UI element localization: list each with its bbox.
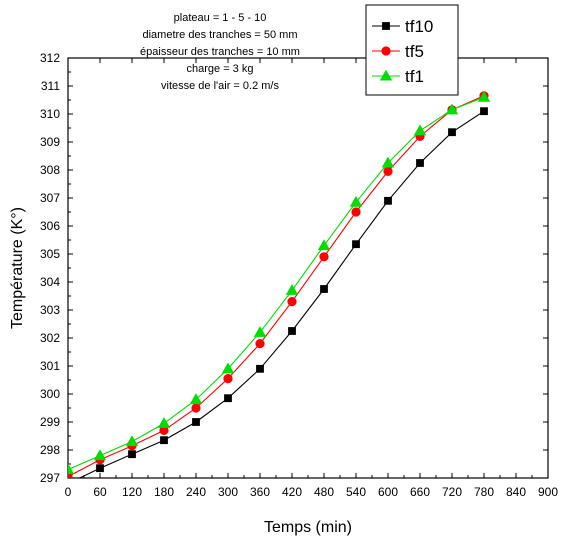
legend-label: tf10	[405, 17, 433, 36]
y-tick-label: 310	[40, 107, 60, 121]
y-tick-label: 305	[40, 247, 60, 261]
series-line-tf10	[78, 110, 485, 478]
y-tick-label: 309	[40, 135, 60, 149]
legend: tf10 tf5 tf1	[365, 4, 459, 96]
x-tick-label: 540	[346, 485, 366, 499]
x-tick-label: 780	[474, 485, 494, 499]
data-point-tf10	[160, 436, 168, 445]
data-point-tf1	[253, 326, 267, 337]
data-point-tf1	[189, 393, 203, 405]
data-point-tf1	[285, 284, 299, 295]
x-tick-label: 480	[314, 485, 334, 499]
data-point-tf10	[384, 196, 392, 205]
data-point-tf10	[288, 327, 296, 335]
legend-item-tf10: tf10	[372, 17, 433, 36]
data-point-tf5	[191, 403, 201, 413]
legend-marker-tf10	[382, 22, 390, 30]
data-point-tf1	[68, 463, 75, 475]
y-tick-label: 311	[41, 79, 60, 93]
data-point-tf10	[128, 450, 136, 459]
plot-area: 0 60 120 180 240 300 360 420 480 540 600 660 720 780 8…	[40, 51, 558, 499]
data-point-tf1	[477, 90, 491, 102]
y-tick-label: 302	[40, 331, 60, 345]
data-point-tf10	[192, 418, 200, 426]
annotation-line: épaisseur des tranches = 10 mm	[140, 46, 300, 58]
y-tick-label: 304	[40, 275, 60, 289]
x-tick-label: 60	[93, 485, 107, 499]
series-tf10	[78, 107, 488, 478]
y-tick-label: 306	[40, 219, 60, 233]
data-point-tf10	[256, 364, 264, 373]
x-tick-label: 720	[442, 485, 462, 499]
y-tick-label: 307	[40, 191, 60, 205]
x-tick-label: 180	[154, 485, 174, 499]
data-point-tf10	[480, 107, 488, 116]
series-line-tf5	[68, 95, 485, 478]
y-tick-label: 303	[40, 303, 60, 317]
data-point-tf1	[445, 103, 459, 115]
x-tick-label: 660	[410, 485, 430, 499]
x-tick-label: 0	[65, 485, 72, 499]
data-point-tf10	[448, 128, 456, 137]
series-line-tf1	[68, 96, 485, 471]
y-tick-label: 299	[40, 415, 60, 429]
y-tick-label: 297	[40, 471, 60, 485]
series-layer	[68, 90, 491, 478]
x-tick-label: 120	[122, 485, 142, 499]
data-point-tf10	[352, 240, 360, 249]
annotation-line: charge = 3 kg	[187, 63, 254, 75]
x-tick-label: 360	[250, 485, 270, 499]
data-point-tf1	[157, 417, 171, 428]
data-point-tf1	[381, 156, 395, 168]
y-axis-title: Température (K°)	[9, 207, 26, 329]
x-axis-title: Temps (min)	[264, 519, 352, 536]
data-point-tf1	[221, 362, 235, 374]
legend-item-tf1: tf1	[372, 67, 424, 86]
annotation-line: diametre des tranches = 50 mm	[143, 29, 298, 41]
series-tf1	[68, 90, 491, 475]
data-point-tf10	[224, 394, 232, 403]
x-tick-label: 600	[378, 485, 398, 499]
y-tick-label: 300	[40, 387, 60, 401]
y-tick-label: 298	[40, 443, 60, 457]
data-point-tf1	[125, 435, 139, 447]
data-point-tf1	[413, 124, 427, 136]
data-point-tf5	[287, 296, 297, 307]
data-point-tf5	[255, 338, 265, 349]
legend-item-tf5: tf5	[372, 42, 424, 61]
data-point-tf10	[320, 285, 328, 293]
data-point-tf5	[319, 252, 329, 262]
data-point-tf1	[93, 449, 107, 461]
data-point-tf10	[416, 159, 424, 167]
data-point-tf10	[96, 464, 104, 473]
y-tick-label: 312	[40, 51, 60, 65]
x-tick-label: 420	[282, 485, 302, 499]
data-point-tf1	[349, 195, 363, 207]
legend-label: tf1	[405, 67, 424, 86]
y-tick-label: 308	[40, 163, 60, 177]
data-point-tf5	[383, 166, 393, 176]
x-tick-label: 300	[218, 485, 238, 499]
data-point-tf5	[351, 207, 361, 217]
x-tick-label: 240	[186, 485, 206, 499]
y-tick-label: 301	[40, 359, 60, 373]
series-tf5	[68, 91, 489, 478]
x-tick-label: 900	[538, 485, 558, 499]
annotation-line: plateau = 1 - 5 - 10	[174, 12, 267, 24]
legend-marker-tf5	[381, 46, 391, 56]
data-point-tf5	[223, 373, 233, 384]
legend-label: tf5	[405, 42, 424, 61]
data-point-tf1	[317, 239, 331, 251]
annotation-block: plateau = 1 - 5 - 10 diametre des tranche…	[140, 12, 300, 92]
legend-marker-tf1	[379, 69, 393, 81]
annotation-line: vitesse de l'air = 0.2 m/s	[161, 80, 279, 92]
x-tick-label: 840	[506, 485, 526, 499]
